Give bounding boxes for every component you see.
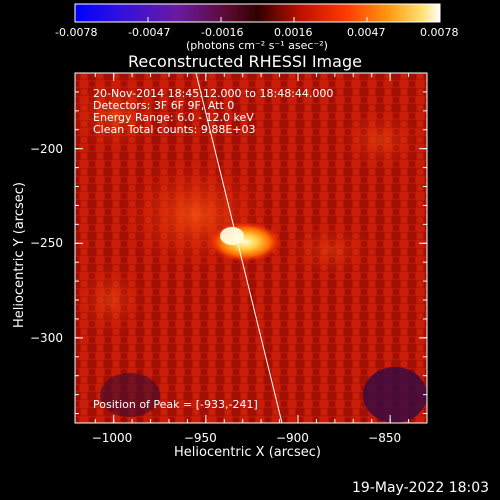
colorbar-ticks [74,17,441,22]
peak-position-label: Position of Peak = [-933,-241] [93,398,258,411]
info-line-detectors: Detectors: 3F 6F 9F, Att 0 [93,99,235,112]
plot-frame [74,72,428,424]
x-tick-label: −1000 [91,431,133,445]
y-tick-label: −250 [30,236,63,251]
footer-timestamp: 19-May-2022 18:03 [352,480,490,496]
y-axis-label: Heliocentric Y (arcsec) [12,182,27,328]
y-tick-label: −200 [30,141,63,156]
plot-title: Reconstructed RHESSI Image [128,52,362,71]
info-line-time: 20-Nov-2014 18:45:12.000 to 18:48:44.000 [93,87,334,100]
x-tick-label: −850 [368,431,402,445]
flare-source [209,222,281,262]
colorbar [74,3,441,23]
x-axis-label: Heliocentric X (arcsec) [174,445,321,460]
colorbar-tick-label: 0.0047 [347,26,386,39]
y-tick-label: −300 [30,330,63,345]
info-line-counts: Clean Total counts: 9.88E+03 [93,123,256,136]
colorbar-tick-label: -0.0078 [55,26,98,39]
info-line-energy: Energy Range: 6.0 - 12.0 keV [93,111,254,124]
colorbar-tick-label: 0.0078 [420,26,459,39]
colorbar-tick-label: -0.0047 [128,26,171,39]
axis-ticks [75,73,427,423]
rhessi-image [65,72,428,424]
colorbar-tick-label: 0.0016 [274,26,313,39]
x-tick-label: −950 [183,431,217,445]
colorbar-tick-label: -0.0016 [201,26,244,39]
solar-limb-line [195,72,283,424]
colorbar-unit-label: (photons cm⁻² s⁻¹ asec⁻²) [186,39,328,52]
x-tick-label: −900 [275,431,309,445]
